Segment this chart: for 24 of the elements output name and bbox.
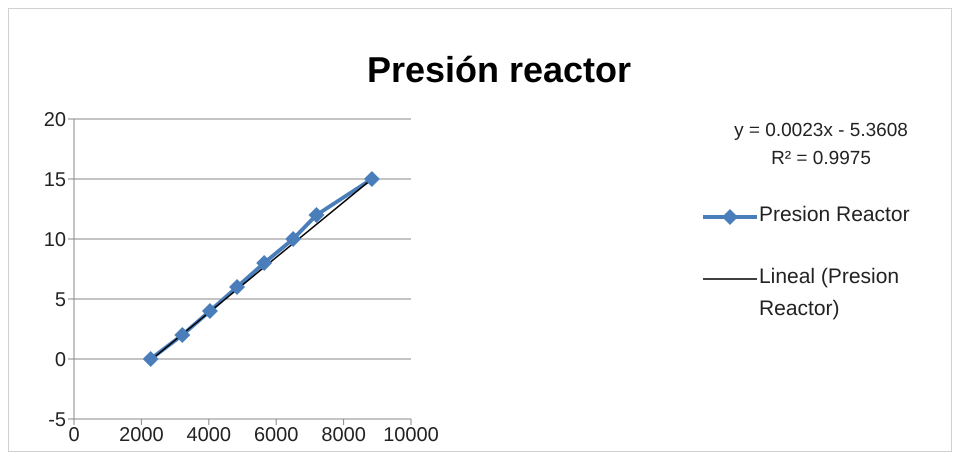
x-tick-label: 10000 <box>383 424 439 446</box>
y-tick-label: 5 <box>54 289 66 312</box>
point <box>229 279 246 295</box>
x-tick-label: 6000 <box>254 424 298 446</box>
point <box>308 207 324 223</box>
y-tick-label: 15 <box>44 169 66 192</box>
y-tick-label: -5 <box>48 409 66 432</box>
x-tick-label: 2000 <box>119 424 164 446</box>
text: y = 0.0023x - 5.3608 <box>733 119 909 143</box>
legend-label: Presion Reactor <box>759 202 911 228</box>
point <box>285 231 302 247</box>
text: Presión reactor <box>366 49 632 91</box>
point <box>174 327 190 343</box>
y-tick-label: 0 <box>54 349 66 372</box>
y-tick-label: 20 <box>44 109 66 132</box>
y-tick-label: 10 <box>44 229 66 252</box>
point <box>142 351 159 367</box>
legend-label: Lineal (Presion Reactor) <box>759 264 900 322</box>
point <box>364 171 380 187</box>
x-tick-label: 8000 <box>321 424 366 446</box>
point <box>256 255 272 271</box>
text: R² = 0.9975 <box>770 147 872 171</box>
point <box>202 303 218 319</box>
x-tick-label: 4000 <box>186 424 232 446</box>
